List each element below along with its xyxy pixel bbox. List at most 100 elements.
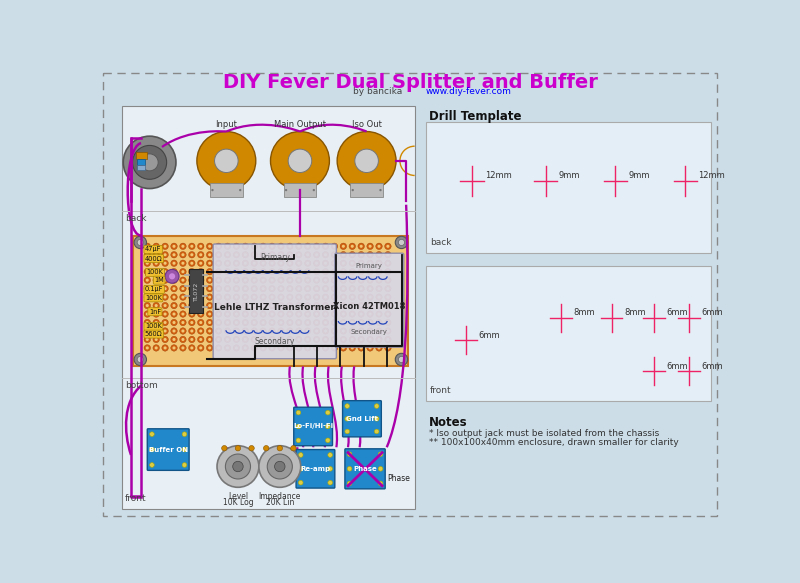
Circle shape: [288, 346, 291, 349]
Circle shape: [198, 328, 204, 334]
Circle shape: [260, 294, 266, 300]
Circle shape: [305, 303, 311, 309]
Circle shape: [298, 262, 300, 265]
Circle shape: [376, 311, 382, 317]
Circle shape: [376, 260, 382, 266]
Text: Lehle LTHZ Transformer: Lehle LTHZ Transformer: [214, 303, 335, 312]
Circle shape: [305, 286, 311, 292]
Circle shape: [286, 336, 293, 343]
Circle shape: [328, 452, 333, 457]
Circle shape: [295, 251, 302, 258]
Bar: [210, 182, 242, 198]
Circle shape: [146, 253, 149, 257]
Circle shape: [270, 296, 274, 298]
Circle shape: [146, 329, 149, 332]
Circle shape: [378, 329, 381, 332]
Circle shape: [286, 277, 293, 283]
Circle shape: [233, 311, 240, 317]
Circle shape: [295, 319, 302, 326]
Circle shape: [342, 270, 345, 273]
Circle shape: [270, 312, 274, 315]
Text: Secondary: Secondary: [351, 329, 388, 335]
Circle shape: [242, 345, 249, 351]
Circle shape: [173, 346, 175, 349]
Circle shape: [182, 338, 185, 341]
Circle shape: [199, 346, 202, 349]
Circle shape: [144, 294, 150, 300]
Circle shape: [206, 286, 213, 292]
Circle shape: [270, 132, 330, 190]
Circle shape: [350, 287, 354, 290]
Circle shape: [226, 253, 229, 257]
Circle shape: [298, 466, 303, 471]
Circle shape: [260, 243, 266, 250]
Circle shape: [190, 321, 194, 324]
Circle shape: [315, 321, 318, 324]
Circle shape: [360, 279, 362, 282]
Circle shape: [233, 251, 240, 258]
Circle shape: [376, 243, 382, 250]
Circle shape: [146, 287, 149, 290]
Circle shape: [182, 304, 185, 307]
Circle shape: [242, 251, 249, 258]
Circle shape: [369, 253, 372, 257]
Circle shape: [180, 303, 186, 309]
Circle shape: [295, 286, 302, 292]
Circle shape: [162, 251, 168, 258]
Circle shape: [376, 336, 382, 343]
Circle shape: [226, 338, 229, 341]
Circle shape: [170, 294, 178, 300]
Circle shape: [369, 279, 372, 282]
Circle shape: [315, 329, 318, 332]
Circle shape: [279, 270, 282, 273]
Circle shape: [244, 245, 247, 248]
Circle shape: [360, 321, 362, 324]
Circle shape: [322, 268, 329, 275]
Circle shape: [295, 336, 302, 343]
Circle shape: [233, 294, 240, 300]
Circle shape: [215, 328, 222, 334]
Circle shape: [385, 277, 391, 283]
Circle shape: [146, 304, 149, 307]
Circle shape: [224, 268, 230, 275]
Text: ** 100x100x40mm enclosure, drawn smaller for clarity: ** 100x100x40mm enclosure, drawn smaller…: [429, 438, 678, 447]
Circle shape: [322, 319, 329, 326]
Circle shape: [253, 287, 256, 290]
Circle shape: [235, 262, 238, 265]
Circle shape: [226, 312, 229, 315]
Text: Input: Input: [215, 120, 238, 129]
Circle shape: [163, 262, 166, 265]
Circle shape: [190, 262, 194, 265]
Circle shape: [386, 321, 390, 324]
Circle shape: [233, 268, 240, 275]
Circle shape: [199, 296, 202, 298]
Circle shape: [146, 312, 149, 315]
Circle shape: [190, 346, 194, 349]
Text: 9mm: 9mm: [558, 171, 580, 181]
Circle shape: [358, 345, 365, 351]
Circle shape: [162, 319, 168, 326]
Circle shape: [326, 410, 330, 415]
Circle shape: [333, 329, 336, 332]
Circle shape: [378, 346, 381, 349]
Circle shape: [182, 463, 187, 468]
Circle shape: [260, 345, 266, 351]
Circle shape: [153, 311, 159, 317]
Circle shape: [367, 311, 374, 317]
Bar: [138, 166, 145, 170]
Circle shape: [270, 346, 274, 349]
Circle shape: [340, 268, 346, 275]
Circle shape: [251, 311, 258, 317]
Circle shape: [350, 245, 354, 248]
Circle shape: [169, 273, 175, 279]
Circle shape: [144, 311, 150, 317]
Circle shape: [358, 268, 365, 275]
Circle shape: [154, 279, 158, 282]
Circle shape: [198, 260, 204, 266]
Circle shape: [224, 294, 230, 300]
Circle shape: [224, 303, 230, 309]
Bar: [138, 159, 145, 164]
Circle shape: [251, 251, 258, 258]
Circle shape: [251, 336, 258, 343]
Circle shape: [162, 268, 168, 275]
